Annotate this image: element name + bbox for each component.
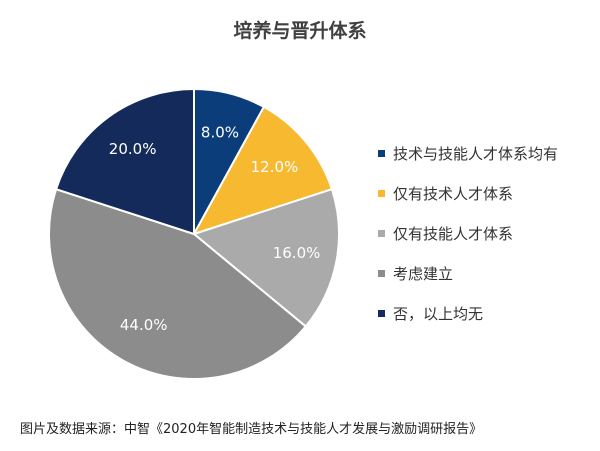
pie-slice-2: [191, 187, 340, 328]
legend-label-0: 技术与技能人才体系均有: [393, 144, 559, 163]
chart-title: 培养与晋升体系: [233, 20, 367, 42]
legend-item-2: 仅有技能人才体系: [378, 223, 558, 243]
legend-item-4: 否，以上均无: [378, 303, 558, 323]
slice-data-label-4: 20.0%: [109, 140, 157, 158]
legend-label-4: 否，以上均无: [393, 304, 484, 323]
source-note: 图片及数据来源：中智《2020年智能制造技术与技能人才发展与激励调研报告》: [20, 422, 483, 437]
legend-label-2: 仅有技能人才体系: [393, 224, 514, 243]
legend-swatch-0: [378, 149, 385, 157]
pie-slice-4: [54, 87, 195, 236]
slice-data-label-1: 12.0%: [251, 158, 299, 176]
chart-legend: 技术与技能人才体系均有 仅有技术人才体系 仅有技能人才体系 考虑建立否，以上均无: [378, 143, 558, 343]
legend-item-0: 技术与技能人才体系均有: [378, 143, 558, 163]
legend-swatch-2: [378, 229, 385, 237]
slice-data-label-0: 8.0%: [201, 123, 239, 141]
slice-data-label-3: 44.0%: [120, 316, 168, 334]
legend-item-3: 考虑建立: [378, 263, 558, 283]
legend-swatch-4: [378, 309, 385, 317]
legend-swatch-1: [378, 189, 385, 197]
pie-slice-3: [48, 187, 308, 380]
legend-label-3: 考虑建立: [393, 264, 454, 283]
slice-data-label-2: 16.0%: [273, 244, 321, 262]
legend-item-1: 仅有技术人才体系: [378, 183, 558, 203]
legend-swatch-3: [378, 269, 385, 277]
legend-label-1: 仅有技术人才体系: [393, 184, 514, 203]
pie-slice-1: [191, 105, 334, 236]
